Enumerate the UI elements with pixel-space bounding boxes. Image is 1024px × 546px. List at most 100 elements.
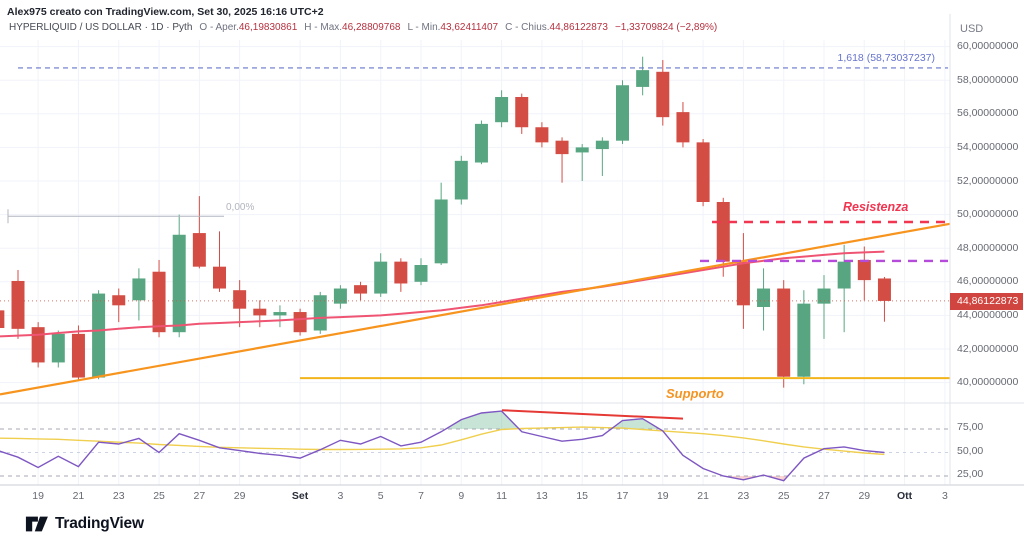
time-axis-label: Set [291, 490, 309, 502]
rsi-line[interactable] [0, 410, 885, 482]
high-value: 46,28809768 [342, 22, 401, 33]
change-value: −1,33709824 (−2,89%) [614, 22, 718, 33]
candle-body [676, 112, 690, 143]
moving-average-line[interactable] [0, 250, 885, 338]
candle-body [837, 261, 851, 289]
time-axis-label: 9 [458, 490, 465, 502]
price-axis-label: 54,00000000 [957, 140, 1019, 153]
low-label: L - Min. [407, 22, 441, 33]
time-axis-label: 7 [418, 490, 424, 502]
open-label: O - Aper. [199, 22, 239, 33]
time-axis-label: 21 [697, 490, 709, 502]
time-axis-label: 13 [536, 490, 548, 502]
trend-line[interactable] [0, 222, 951, 396]
candle-body [293, 312, 307, 333]
candle-body [736, 261, 750, 306]
candle-body [575, 147, 589, 153]
candle-body [31, 327, 45, 363]
close-value: 44,86122873 [549, 22, 608, 33]
indicator-axis-label: 25,00 [957, 468, 984, 480]
candle-body [535, 127, 549, 143]
candle-body [11, 280, 25, 329]
candle-body [253, 308, 267, 316]
rsi-oversold-fill [723, 476, 760, 480]
candle-body [313, 295, 327, 331]
time-axis-label: 17 [616, 490, 629, 502]
time-axis-label: 23 [737, 490, 750, 502]
time-axis-label: Ott [897, 490, 913, 502]
tradingview-logo-icon [25, 516, 48, 532]
candlestick-series[interactable] [0, 56, 891, 388]
time-axis-label: 25 [777, 490, 790, 502]
symbol-legend[interactable]: HYPERLIQUID / US DOLLAR · 1D · Pyth O - A… [9, 22, 717, 33]
time-axis-label: 25 [153, 490, 165, 502]
last-price-badge: 44,86122873 [950, 293, 1023, 310]
price-axis-label: 40,00000000 [957, 376, 1019, 389]
time-axis-label: 3 [941, 490, 948, 502]
candle-body [354, 285, 368, 294]
candle-body [777, 288, 791, 377]
support-label[interactable]: Supporto [666, 386, 724, 401]
low-value: 43,62411407 [440, 22, 499, 33]
candle-body [696, 142, 710, 202]
candle-body [51, 333, 65, 363]
resistance-label[interactable]: Resistenza [843, 200, 909, 214]
candle-body [132, 278, 146, 301]
candle-body [71, 333, 85, 378]
workspace-note: Alex975 creato con TradingView.com, Set … [7, 6, 324, 18]
candle-body [797, 303, 811, 377]
candle-body [555, 140, 569, 155]
rsi-overbought-fill [611, 418, 660, 429]
candle-body [474, 123, 488, 163]
candle-body [414, 265, 428, 282]
close-label: C - Chius. [505, 22, 550, 33]
time-axis-label: 3 [337, 490, 344, 502]
candle-body [92, 293, 106, 378]
indicator-axis-label: 75,00 [957, 421, 984, 433]
candle-body [434, 199, 448, 264]
time-axis-label: 15 [576, 490, 589, 502]
fib-level-label[interactable]: 1,618 (58,73037237) [837, 52, 936, 64]
candle-body [374, 261, 388, 294]
rsi-trendline[interactable] [501, 409, 684, 420]
candle-body [595, 140, 609, 150]
currency-label: USD [960, 23, 984, 35]
symbol-descriptor[interactable]: HYPERLIQUID / US DOLLAR · 1D · Pyth [9, 22, 193, 33]
time-axis-label: 29 [858, 490, 871, 502]
range-tool-label[interactable]: 0,00% [226, 202, 255, 213]
indicator-axis-label: 50,00 [957, 444, 984, 457]
time-axis-label: 27 [818, 490, 830, 502]
price-axis-label: 56,00000000 [957, 107, 1019, 120]
candle-body [213, 266, 226, 289]
time-axis-label: 19 [656, 490, 669, 502]
candle-body [394, 261, 408, 284]
candle-body [716, 202, 730, 262]
time-axis-label: 19 [32, 490, 44, 502]
candle-body [636, 70, 650, 87]
tradingview-logo[interactable]: TradingView [25, 514, 144, 534]
candle-body [454, 160, 468, 200]
price-axis-label: 52,00000000 [957, 174, 1019, 187]
candle-body [495, 97, 509, 123]
candle-body [273, 312, 287, 316]
candle-body [233, 290, 247, 309]
candle-body [333, 288, 347, 304]
time-axis-label: 5 [377, 490, 384, 502]
tradingview-logo-text: TradingView [55, 515, 144, 532]
price-axis-label: 48,00000000 [957, 241, 1019, 254]
candle-body [0, 310, 5, 328]
candle-body [817, 288, 831, 304]
candle-body [877, 278, 891, 301]
candle-body [757, 288, 771, 307]
candle-body [152, 271, 166, 333]
candle-body [192, 233, 206, 267]
candle-body [112, 295, 126, 306]
price-axis-label: 46,00000000 [957, 275, 1019, 288]
candle-body [515, 97, 529, 128]
rsi-overbought-fill [445, 411, 519, 429]
time-axis-label: 23 [112, 490, 125, 502]
price-axis-label: 60,00000000 [957, 40, 1019, 53]
price-axis-label: 58,00000000 [957, 73, 1019, 86]
